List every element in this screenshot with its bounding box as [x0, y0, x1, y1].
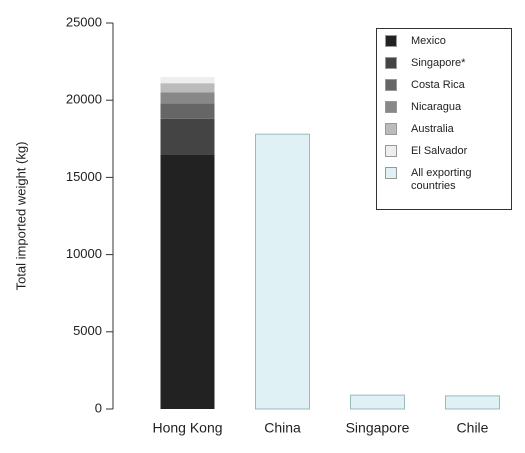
legend-swatch [385, 79, 397, 91]
legend-swatch [385, 57, 397, 69]
bar-segment [160, 118, 215, 155]
legend-label: All exporting countries [411, 167, 472, 192]
legend-swatch [385, 123, 397, 135]
x-tick-label: China [264, 420, 301, 436]
legend-item: Australia [385, 123, 503, 136]
legend-label: Singapore* [411, 57, 466, 69]
bar-segment [160, 103, 215, 119]
legend-label: Australia [411, 123, 454, 135]
bar-segment [160, 83, 215, 93]
x-tick-label: Chile [457, 420, 489, 436]
legend-item: Nicaragua [385, 101, 503, 114]
x-tick-label: Singapore [346, 420, 410, 436]
y-axis-label: Total imported weight (kg) [13, 142, 28, 291]
legend-item: Mexico [385, 35, 503, 48]
y-tick-label: 0 [95, 400, 102, 415]
y-tick-label: 10000 [66, 246, 102, 261]
bar-segment [255, 133, 310, 410]
legend-label: El Salvador [411, 145, 468, 157]
bar-segment [445, 395, 500, 410]
y-tick-label: 15000 [66, 169, 102, 184]
legend-swatch [385, 101, 397, 113]
bar-segment [160, 92, 215, 104]
legend-label: Mexico [411, 35, 446, 47]
legend-swatch [385, 167, 397, 179]
legend-item: El Salvador [385, 145, 503, 158]
y-tick-label: 20000 [66, 92, 102, 107]
y-tick-label: 5000 [73, 323, 102, 338]
legend-item: Costa Rica [385, 79, 503, 92]
bar-segment [160, 154, 215, 409]
y-tick-label: 25000 [66, 14, 102, 29]
legend-item: All exporting countries [385, 167, 503, 193]
legend-swatch [385, 145, 397, 157]
bar-segment [350, 394, 405, 410]
legend: Mexico Singapore* Costa Rica Nicaragua Austr… [376, 28, 512, 210]
legend-swatch [385, 35, 397, 47]
legend-label: Nicaragua [411, 101, 462, 113]
legend-label: Costa Rica [411, 79, 465, 91]
x-tick-label: Hong Kong [152, 420, 222, 436]
legend-item: Singapore* [385, 57, 503, 70]
bar-segment [160, 77, 215, 84]
